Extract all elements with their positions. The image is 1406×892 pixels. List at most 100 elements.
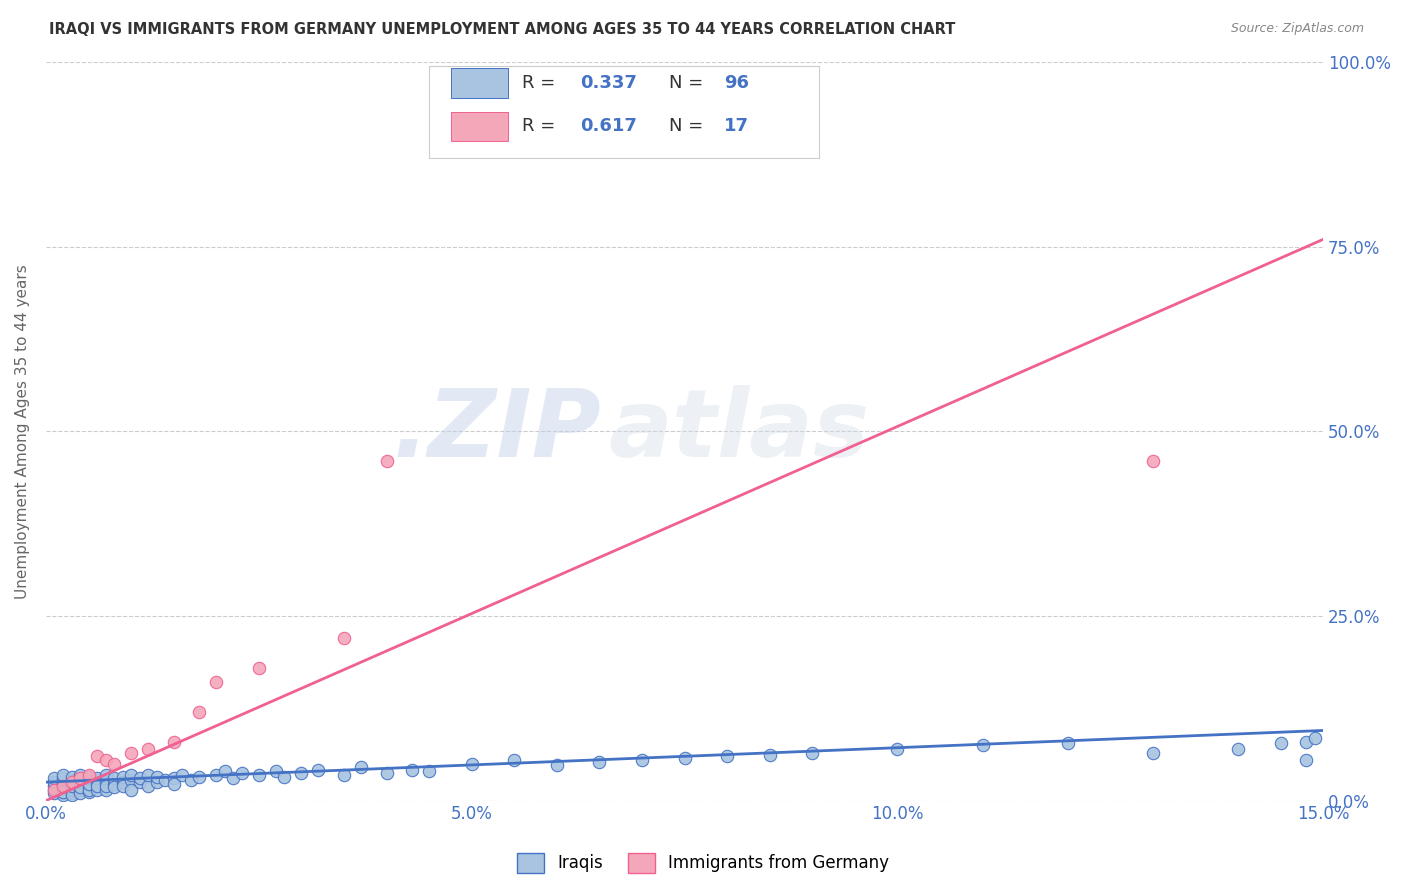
Point: [120, 782, 142, 797]
Point: [69, 777, 91, 791]
Point: [375, 765, 398, 780]
Point: [103, 772, 125, 786]
Point: [503, 753, 526, 767]
Point: [52, 788, 75, 802]
Point: [111, 775, 134, 789]
Point: [60, 770, 83, 784]
Text: atlas: atlas: [607, 385, 869, 477]
Point: [886, 742, 908, 756]
Point: [172, 768, 194, 782]
Point: [1270, 736, 1292, 750]
Point: [145, 770, 167, 784]
Text: N =: N =: [669, 118, 709, 136]
Point: [44, 772, 66, 786]
Point: [60, 772, 83, 787]
Point: [163, 777, 186, 791]
Point: [136, 768, 159, 782]
Text: 0.337: 0.337: [579, 74, 637, 92]
Point: [77, 777, 100, 791]
Point: [136, 742, 159, 756]
Point: [60, 780, 83, 795]
Text: R =: R =: [523, 74, 561, 92]
Point: [52, 782, 75, 797]
Point: [60, 786, 83, 800]
Point: [128, 775, 150, 789]
Point: [103, 780, 125, 795]
Point: [69, 775, 91, 789]
Point: [205, 675, 228, 690]
Point: [231, 765, 253, 780]
Point: [350, 760, 373, 774]
Legend: Iraqis, Immigrants from Germany: Iraqis, Immigrants from Germany: [510, 847, 896, 880]
Point: [111, 779, 134, 793]
Point: [120, 768, 142, 782]
Text: IRAQI VS IMMIGRANTS FROM GERMANY UNEMPLOYMENT AMONG AGES 35 TO 44 YEARS CORRELAT: IRAQI VS IMMIGRANTS FROM GERMANY UNEMPLO…: [49, 22, 956, 37]
Text: 96: 96: [724, 74, 749, 92]
Point: [180, 772, 202, 787]
Point: [69, 772, 91, 786]
Point: [1295, 753, 1317, 767]
Point: [145, 775, 167, 789]
FancyBboxPatch shape: [429, 66, 818, 158]
Point: [631, 753, 654, 767]
Point: [60, 775, 83, 789]
Point: [60, 788, 83, 802]
Point: [86, 782, 108, 797]
Point: [52, 779, 75, 793]
Point: [205, 768, 228, 782]
Point: [44, 779, 66, 793]
Point: [163, 772, 186, 786]
Point: [1303, 731, 1326, 745]
Point: [52, 775, 75, 789]
Point: [214, 764, 236, 778]
Point: [60, 775, 83, 789]
Point: [153, 772, 176, 787]
Point: [52, 779, 75, 793]
Point: [273, 770, 295, 784]
Point: [333, 768, 356, 782]
Point: [136, 779, 159, 793]
Text: R =: R =: [523, 118, 561, 136]
Point: [60, 779, 83, 793]
Point: [94, 768, 117, 782]
Point: [52, 786, 75, 800]
Point: [69, 786, 91, 800]
Point: [333, 631, 356, 645]
Point: [77, 779, 100, 793]
Point: [44, 782, 66, 797]
Text: 0.617: 0.617: [579, 118, 637, 136]
Point: [188, 705, 211, 719]
Point: [1142, 746, 1164, 760]
Point: [588, 756, 610, 770]
Point: [60, 782, 83, 797]
Point: [44, 782, 66, 797]
FancyBboxPatch shape: [451, 112, 509, 141]
Text: Source: ZipAtlas.com: Source: ZipAtlas.com: [1230, 22, 1364, 36]
Point: [120, 772, 142, 787]
Point: [52, 768, 75, 782]
Point: [94, 775, 117, 789]
Point: [103, 777, 125, 791]
Point: [69, 782, 91, 797]
Point: [69, 780, 91, 795]
Point: [1056, 736, 1078, 750]
FancyBboxPatch shape: [451, 68, 509, 97]
Text: .ZIP: .ZIP: [392, 385, 602, 477]
Point: [77, 768, 100, 782]
Point: [673, 751, 696, 765]
Point: [44, 775, 66, 789]
Point: [69, 768, 91, 782]
Point: [264, 764, 287, 778]
Point: [120, 746, 142, 760]
Point: [188, 770, 211, 784]
Point: [86, 772, 108, 786]
Text: 17: 17: [724, 118, 749, 136]
Point: [86, 775, 108, 789]
Point: [94, 779, 117, 793]
Point: [801, 746, 824, 760]
Point: [77, 770, 100, 784]
Point: [94, 782, 117, 797]
Y-axis label: Unemployment Among Ages 35 to 44 years: Unemployment Among Ages 35 to 44 years: [15, 264, 30, 599]
Text: N =: N =: [669, 74, 709, 92]
Point: [128, 772, 150, 786]
